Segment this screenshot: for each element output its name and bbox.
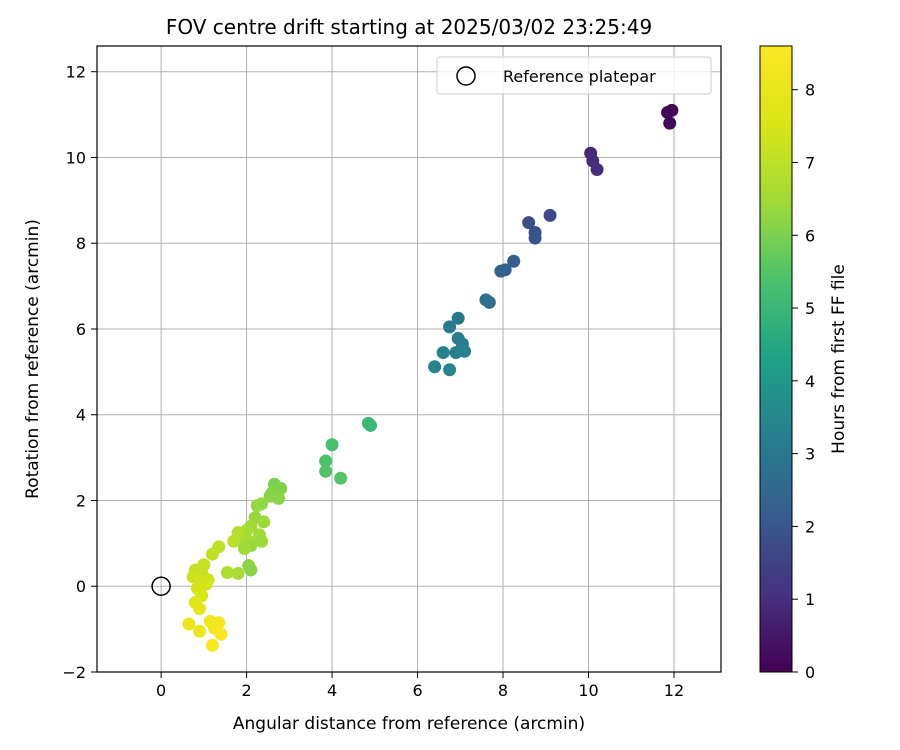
data-point [334, 471, 348, 485]
y-ticks: −2 0 2 4 6 8 10 12 [62, 63, 97, 682]
legend-entry-reference: Reference platepar [503, 67, 656, 86]
data-point [364, 418, 378, 432]
x-tick-label: 10 [578, 681, 598, 700]
x-ticks: 0 2 4 6 8 10 12 [156, 672, 684, 700]
chart-title: FOV centre drift starting at 2025/03/02 … [166, 15, 652, 39]
colorbar-tick-label: 7 [805, 153, 815, 172]
legend: Reference platepar [436, 56, 712, 95]
data-point [590, 162, 604, 176]
colorbar-label: Hours from first FF file [829, 264, 849, 454]
data-point [214, 627, 228, 641]
x-tick-label: 4 [327, 681, 337, 700]
data-point [482, 295, 496, 309]
colorbar-tick-label: 2 [805, 517, 815, 536]
colorbar-tick-label: 1 [805, 590, 815, 609]
data-point [522, 216, 536, 230]
colorbar-ticks: 0 1 2 3 4 5 6 7 8 [792, 81, 815, 682]
data-point [661, 105, 675, 119]
y-tick-label: 8 [76, 234, 86, 253]
y-axis-label: Rotation from reference (arcmin) [23, 219, 43, 499]
data-points [182, 103, 679, 652]
data-point [528, 231, 542, 245]
legend-box [436, 56, 712, 95]
colorbar-tick-label: 8 [805, 81, 815, 100]
data-point [193, 602, 207, 616]
legend-marker-icon [456, 66, 476, 86]
data-point [325, 438, 339, 452]
x-tick-label: 2 [241, 681, 251, 700]
colorbar-tick-label: 6 [805, 226, 815, 245]
data-point [507, 254, 521, 268]
data-point [319, 464, 333, 478]
y-tick-label: 0 [76, 577, 86, 596]
data-point [255, 534, 269, 548]
colorbar-tick-label: 4 [805, 372, 815, 391]
data-point [193, 624, 207, 638]
data-point [257, 515, 271, 529]
y-tick-label: −2 [62, 663, 86, 682]
y-tick-label: 12 [66, 63, 86, 82]
data-point [494, 264, 508, 278]
data-point [543, 208, 557, 222]
colorbar-tick-label: 0 [805, 663, 815, 682]
data-point [244, 563, 258, 577]
data-point [451, 311, 465, 325]
data-point [237, 542, 251, 556]
data-point [428, 360, 442, 374]
colorbar: 0 1 2 3 4 5 6 7 8 Hours from first FF file [759, 45, 849, 682]
x-tick-label: 12 [664, 681, 684, 700]
reference-marker [151, 576, 171, 596]
data-point [443, 363, 457, 377]
data-point [436, 346, 450, 360]
plot-frame [96, 45, 722, 673]
colorbar-tick-label: 5 [805, 299, 815, 318]
y-tick-label: 4 [76, 406, 86, 425]
x-tick-label: 8 [498, 681, 508, 700]
y-tick-label: 6 [76, 320, 86, 339]
data-point [231, 566, 245, 580]
x-tick-label: 0 [156, 681, 166, 700]
data-point [250, 499, 264, 513]
y-tick-label: 10 [66, 148, 86, 167]
data-point [205, 547, 219, 561]
x-axis-label: Angular distance from reference (arcmin) [233, 714, 585, 734]
colorbar-gradient [759, 45, 793, 673]
data-point [458, 344, 472, 358]
data-point [443, 320, 457, 334]
data-point [272, 491, 286, 505]
x-tick-label: 6 [412, 681, 422, 700]
data-point [182, 617, 196, 631]
colorbar-tick-label: 3 [805, 445, 815, 464]
data-point [227, 534, 241, 548]
data-point [205, 638, 219, 652]
data-point [663, 116, 677, 130]
data-point [319, 454, 333, 468]
data-point [220, 566, 234, 580]
y-tick-label: 2 [76, 491, 86, 510]
